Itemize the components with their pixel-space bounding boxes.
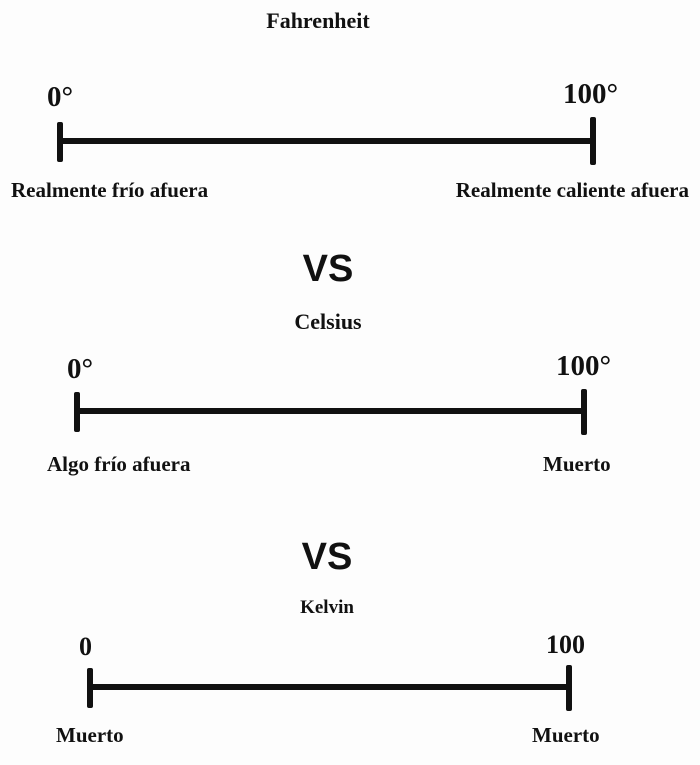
celsius-title: Celsius <box>294 309 362 334</box>
celsius-max-tick <box>581 389 587 435</box>
vs-separator: VS <box>302 248 354 290</box>
celsius-min-desc: Algo frío afuera <box>47 452 191 476</box>
fahrenheit-min-desc: Realmente frío afuera <box>11 178 209 202</box>
celsius-scale-line <box>77 408 586 414</box>
fahrenheit-title: Fahrenheit <box>266 8 370 33</box>
kelvin-max-desc: Muerto <box>532 723 600 747</box>
fahrenheit-max-label: 100° <box>563 78 619 110</box>
celsius-max-desc: Muerto <box>543 452 611 476</box>
kelvin-scale-line <box>90 684 570 690</box>
celsius-min-tick <box>74 392 80 432</box>
kelvin-min-desc: Muerto <box>56 723 124 747</box>
vs-separator: VS <box>301 536 353 578</box>
fahrenheit-min-tick <box>57 122 63 162</box>
kelvin-min-tick <box>87 668 93 708</box>
celsius-min-label: 0° <box>67 353 94 385</box>
fahrenheit-max-desc: Realmente caliente afuera <box>455 178 689 202</box>
kelvin-min-label: 0 <box>79 632 92 661</box>
fahrenheit-min-label: 0° <box>47 81 74 113</box>
fahrenheit-scale-line <box>60 138 595 144</box>
fahrenheit-max-tick <box>590 117 596 165</box>
celsius-max-label: 100° <box>556 350 612 382</box>
kelvin-max-tick <box>566 665 572 711</box>
kelvin-max-label: 100 <box>546 630 585 659</box>
kelvin-title: Kelvin <box>300 597 354 618</box>
